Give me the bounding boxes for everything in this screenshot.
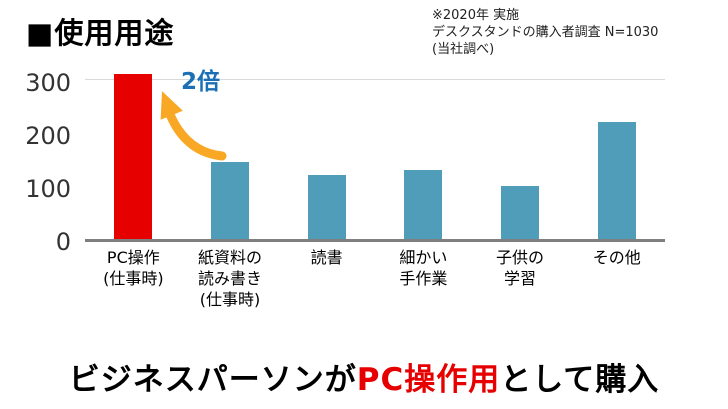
headline-highlight: PC操作用 [356,362,501,398]
note-line-3: (当社調べ) [432,41,495,57]
bar-column [568,72,665,239]
page-title: ■使用用途 [26,16,175,50]
bar-column [182,72,279,239]
y-tick-label: 200 [25,121,71,150]
bar-column [375,72,472,239]
note-line-2: デスクスタンドの購入者調査 N=1030 [432,24,659,40]
arrow-icon [160,91,227,161]
bar-column [85,72,182,239]
bar-4 [501,186,540,239]
note-line-1: ※2020年 実施 [432,8,520,23]
bar-5 [597,122,636,239]
arrow-path [164,107,227,161]
bar-2 [307,175,346,239]
plot-area: 2倍 [85,69,665,242]
bars-row [85,72,665,239]
bar-3 [404,170,443,239]
category-label: 読書 [310,248,343,267]
survey-note: ※2020年 実施 デスクスタンドの購入者調査 N=1030 (当社調べ) [432,8,722,59]
bar-chart: 0 100 200 300 2倍 PC操作 (仕事時) 紙資料の 読み書き (仕事時) 読… [25,69,673,310]
annotation-2x: 2倍 [181,69,221,95]
category-label: 紙資料の 読み書き (仕事時) [198,248,263,309]
bar-1 [211,162,249,239]
category-label: 細かい 手作業 [399,248,448,288]
bar-column [278,72,375,239]
category-labels: PC操作 (仕事時) 紙資料の 読み書き (仕事時) 読書 細かい 手作業 子供の 学習… [85,248,665,310]
bar-0 [114,74,153,239]
y-axis: 0 100 200 300 [25,69,77,256]
bar-column [472,72,569,239]
category-label: その他 [592,248,641,267]
y-tick-label: 100 [25,174,71,203]
y-tick-label: 300 [25,68,71,97]
arrow-head [160,91,183,120]
plot-wrap: 2倍 [85,69,665,242]
headline: ビジネスパーソンがPC操作用として購入 [0,354,728,399]
category-label: PC操作 (仕事時) [103,248,164,288]
gridline [85,78,665,80]
y-tick-label: 0 [55,228,71,256]
headline-suffix: として購入 [500,362,660,398]
category-label: 子供の 学習 [496,248,545,288]
headline-prefix: ビジネスパーソンが [68,362,357,398]
